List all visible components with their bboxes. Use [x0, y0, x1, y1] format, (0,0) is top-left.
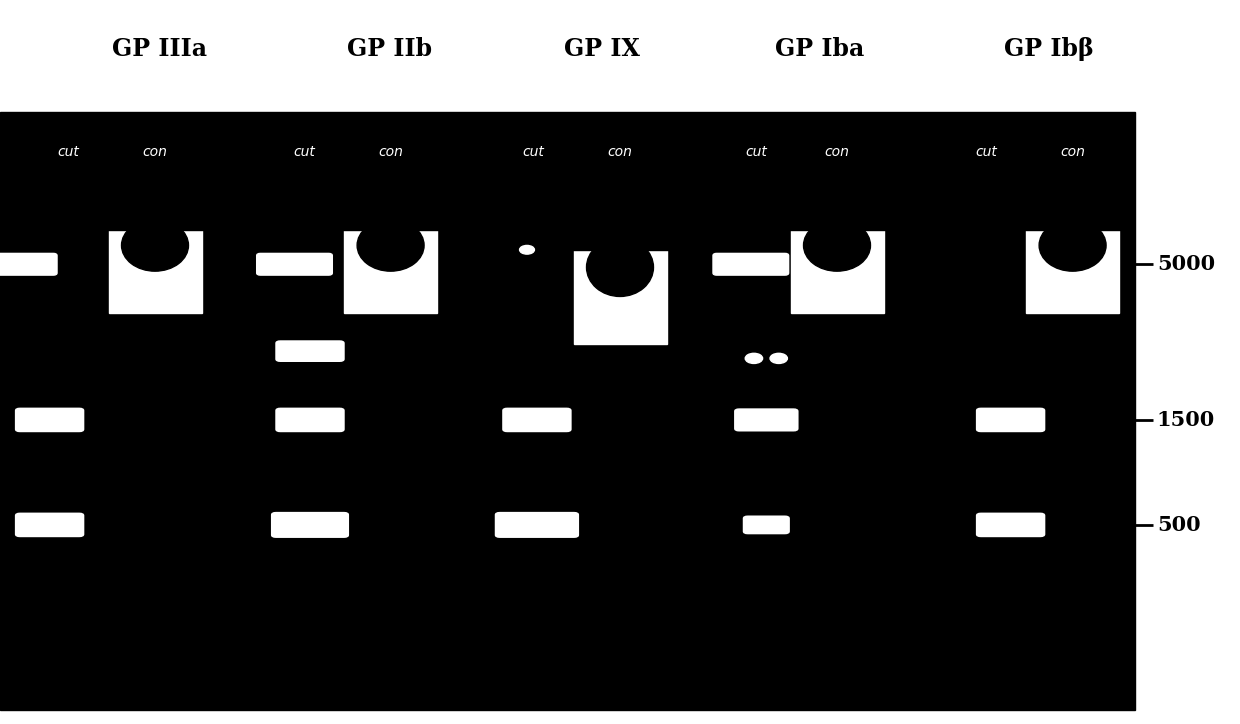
Text: con: con — [608, 145, 632, 159]
FancyBboxPatch shape — [275, 408, 345, 432]
Bar — [568, 214, 672, 250]
FancyBboxPatch shape — [0, 253, 57, 275]
Text: cut: cut — [57, 145, 79, 159]
Bar — [0, 0, 1240, 112]
Text: GP IIb: GP IIb — [347, 37, 433, 61]
FancyBboxPatch shape — [502, 408, 572, 432]
Ellipse shape — [1039, 219, 1106, 272]
Bar — [337, 193, 444, 230]
FancyBboxPatch shape — [734, 408, 799, 432]
Text: 1500: 1500 — [1157, 410, 1215, 430]
Bar — [573, 250, 667, 344]
Text: cut: cut — [745, 145, 768, 159]
Ellipse shape — [804, 219, 870, 272]
Text: 5000: 5000 — [1157, 254, 1215, 274]
FancyBboxPatch shape — [976, 513, 1045, 537]
Ellipse shape — [122, 219, 188, 272]
Text: con: con — [825, 145, 849, 159]
Ellipse shape — [587, 238, 653, 296]
FancyBboxPatch shape — [743, 515, 790, 534]
Text: GP IX: GP IX — [564, 37, 640, 61]
Bar — [1025, 230, 1118, 313]
Text: GP Ibβ: GP Ibβ — [1004, 37, 1094, 61]
Circle shape — [745, 353, 763, 363]
Circle shape — [1033, 252, 1050, 262]
Text: cut: cut — [975, 145, 997, 159]
Bar — [791, 230, 883, 313]
FancyBboxPatch shape — [495, 512, 579, 538]
Text: GP Iba: GP Iba — [775, 37, 864, 61]
Bar — [785, 193, 890, 230]
Bar — [102, 193, 207, 230]
Circle shape — [770, 353, 787, 363]
Text: con: con — [143, 145, 167, 159]
FancyBboxPatch shape — [713, 253, 789, 275]
Bar — [0, 112, 1135, 710]
Ellipse shape — [357, 219, 424, 272]
Text: GP IIIa: GP IIIa — [112, 37, 207, 61]
FancyBboxPatch shape — [270, 512, 350, 538]
Text: cut: cut — [293, 145, 315, 159]
Text: 500: 500 — [1157, 515, 1200, 535]
Bar — [345, 230, 438, 313]
FancyBboxPatch shape — [15, 513, 84, 537]
FancyBboxPatch shape — [257, 253, 332, 275]
FancyBboxPatch shape — [275, 340, 345, 362]
FancyBboxPatch shape — [976, 408, 1045, 432]
Text: con: con — [1060, 145, 1085, 159]
Text: con: con — [378, 145, 403, 159]
Bar — [1019, 193, 1126, 230]
Bar — [109, 230, 201, 313]
Text: cut: cut — [522, 145, 544, 159]
FancyBboxPatch shape — [15, 408, 84, 432]
Circle shape — [520, 245, 534, 254]
